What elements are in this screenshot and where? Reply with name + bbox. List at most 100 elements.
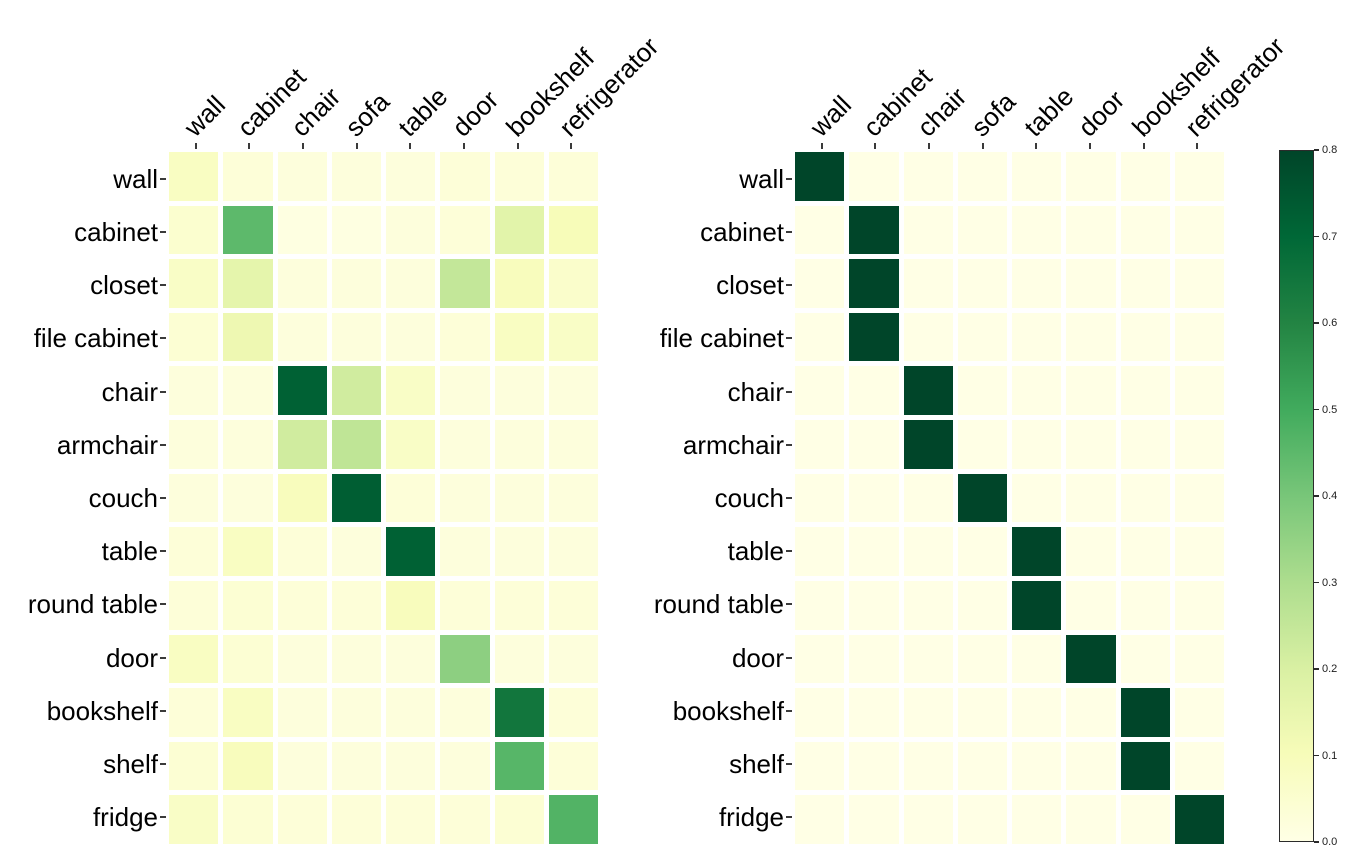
- colorbar-tick-label: 0.5: [1322, 403, 1338, 416]
- heatmap-cell: [957, 741, 1007, 791]
- heatmap-cell: [386, 366, 436, 416]
- heatmap-cell: [903, 312, 953, 362]
- colorbar-tick-label: 0.8: [1322, 144, 1338, 156]
- heatmap-cell: [1066, 366, 1116, 416]
- x-tick-label: table: [1018, 81, 1080, 143]
- heatmap-cell: [1120, 205, 1170, 255]
- y-tick-mark: [786, 337, 792, 340]
- heatmap-cell: [223, 741, 273, 791]
- heatmap-cell: [957, 312, 1007, 362]
- colorbar-tick-mark: [1314, 495, 1319, 497]
- heatmap-cell: [795, 527, 845, 576]
- colorbar-tick-mark: [1314, 668, 1319, 670]
- heatmap-cell: [440, 205, 490, 255]
- y-tick-label: cabinet: [74, 216, 158, 247]
- y-tick-label: round table: [27, 589, 158, 620]
- x-tick-mark: [820, 143, 823, 149]
- heatmap-cell: [277, 580, 327, 630]
- heatmap-cell: [957, 580, 1007, 630]
- heatmap-cell: [849, 741, 899, 791]
- y-tick-mark: [786, 656, 792, 659]
- heatmap-cell: [903, 580, 953, 630]
- heatmap-cell: [223, 312, 273, 362]
- x-tick-mark: [462, 143, 465, 149]
- heatmap-cell: [548, 795, 598, 844]
- colorbar-tick-mark: [1314, 581, 1319, 584]
- heatmap-cell: [169, 741, 219, 791]
- y-tick-mark: [160, 603, 166, 606]
- heatmap-cell: [494, 688, 544, 737]
- heatmap-cell: [277, 420, 327, 469]
- y-tick-label: door: [105, 642, 158, 673]
- heatmap-cell: [903, 688, 953, 737]
- heatmap-cell: [331, 634, 381, 684]
- heatmap-cell: [1066, 420, 1116, 469]
- colorbar-tick-mark: [1314, 322, 1319, 324]
- y-tick-mark: [160, 656, 166, 659]
- heatmap-cell: [331, 795, 381, 844]
- heatmap-cell: [1174, 205, 1224, 255]
- heatmap-cell: [440, 527, 490, 576]
- y-tick-mark: [160, 497, 166, 499]
- heatmap-cell: [903, 366, 953, 416]
- y-tick-label: bookshelf: [46, 695, 158, 726]
- colorbar-tick-mark: [1314, 408, 1319, 411]
- x-tick-mark: [409, 143, 412, 149]
- heatmap-cell: [440, 795, 490, 844]
- heatmap-cell: [957, 420, 1007, 469]
- heatmap-cell: [903, 795, 953, 844]
- heatmap-cell: [548, 259, 598, 308]
- heatmap-cell: [795, 420, 845, 469]
- y-tick-mark: [786, 390, 792, 393]
- heatmap-cell: [386, 795, 436, 844]
- y-tick-label: chair: [727, 376, 784, 407]
- heatmap-cell: [331, 741, 381, 791]
- colorbar-tick-mark: [1314, 235, 1319, 238]
- heatmap-cell: [1120, 795, 1170, 844]
- heatmap-cell: [849, 580, 899, 630]
- heatmap-cell: [903, 259, 953, 308]
- x-tick-label: wall: [178, 89, 231, 143]
- heatmap-cell: [1066, 634, 1116, 684]
- heatmap-cell: [169, 688, 219, 737]
- heatmap-cell: [386, 688, 436, 737]
- heatmap-cell: [494, 634, 544, 684]
- heatmap-cell: [957, 688, 1007, 737]
- colorbar-tick-label: 0.2: [1322, 663, 1338, 675]
- heatmap-cell: [1066, 580, 1116, 630]
- heatmap-cell: [1120, 366, 1170, 416]
- y-tick-label: fridge: [92, 802, 158, 833]
- heatmap-cell: [494, 741, 544, 791]
- heatmap-cell: [903, 473, 953, 523]
- heatmap-cell: [440, 634, 490, 684]
- heatmap-cell: [1120, 259, 1170, 308]
- heatmap-cell: [1120, 580, 1170, 630]
- y-tick-mark: [786, 603, 792, 606]
- heatmap-cell: [277, 205, 327, 255]
- heatmap-cell: [494, 527, 544, 576]
- heatmap-cell: [849, 420, 899, 469]
- heatmap-cell: [957, 366, 1007, 416]
- heatmap-cell: [331, 527, 381, 576]
- y-tick-label: closet: [716, 270, 784, 301]
- heatmap-cell: [548, 473, 598, 523]
- heatmap-cell: [548, 366, 598, 416]
- colorbar: [1279, 150, 1314, 842]
- heatmap-cell: [849, 205, 899, 255]
- heatmap-cell: [548, 688, 598, 737]
- heatmap-cell: [548, 312, 598, 362]
- heatmap-cell: [494, 580, 544, 630]
- heatmap-cell: [494, 259, 544, 308]
- heatmap-cell: [386, 741, 436, 791]
- heatmap-cell: [795, 580, 845, 630]
- colorbar-tick-label: 0.7: [1322, 230, 1338, 243]
- heatmap-cell: [440, 366, 490, 416]
- colorbar-tick-label: 0.3: [1322, 576, 1338, 589]
- heatmap-cell: [903, 634, 953, 684]
- heatmap-cell: [223, 580, 273, 630]
- y-tick-mark: [786, 177, 792, 180]
- heatmap-cell: [1174, 366, 1224, 416]
- y-tick-label: table: [101, 536, 158, 567]
- heatmap-cell: [223, 259, 273, 308]
- heatmap-cell: [494, 312, 544, 362]
